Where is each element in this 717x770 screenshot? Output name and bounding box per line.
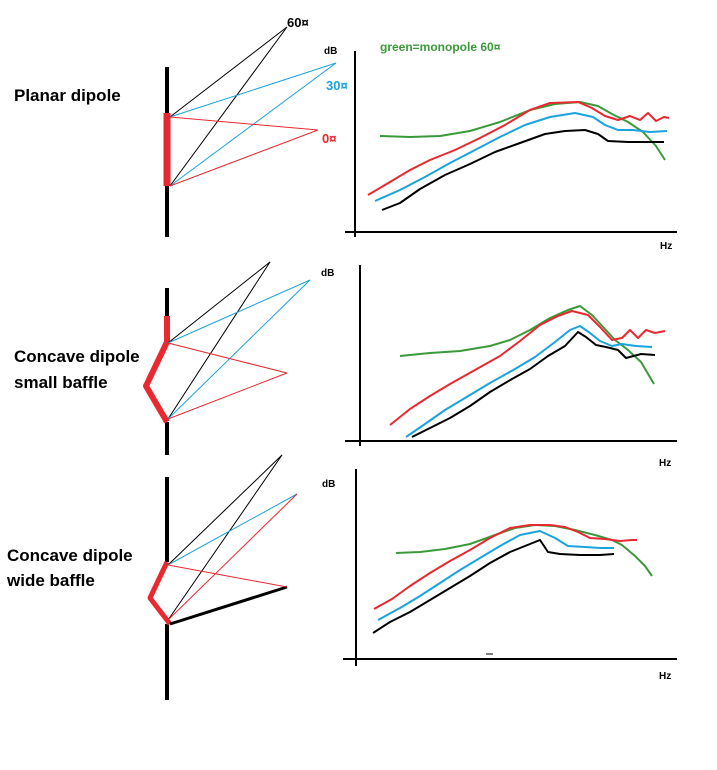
x-axis-label: Hz bbox=[659, 671, 671, 682]
legend: green=monopole 60¤ bbox=[380, 40, 501, 54]
curve-0deg bbox=[389, 310, 666, 426]
wide-baffle-wing bbox=[169, 585, 288, 626]
ray-60-bottom bbox=[169, 26, 288, 187]
ray-0-top bbox=[169, 116, 319, 131]
ray-0-top bbox=[167, 342, 288, 374]
response-curves bbox=[367, 101, 670, 211]
radiation-lines bbox=[169, 26, 337, 187]
x-axis-label: Hz bbox=[659, 458, 671, 469]
ray-0-top bbox=[167, 564, 288, 588]
y-axis-label: dB bbox=[321, 268, 334, 279]
curve-30deg bbox=[374, 112, 668, 202]
radiation-lines bbox=[167, 454, 298, 621]
row-concave-small-baffle: Concave dipole small baffle dB Hz bbox=[14, 261, 677, 469]
curve-30deg bbox=[405, 325, 653, 438]
row-title-line-2: small baffle bbox=[14, 373, 108, 392]
ray-0-bottom bbox=[169, 129, 319, 187]
response-curves bbox=[372, 524, 653, 634]
curve-monopole-60 bbox=[395, 524, 653, 577]
ray-30-top bbox=[169, 62, 337, 118]
row-title-line-2: wide baffle bbox=[6, 571, 95, 590]
curve-0deg bbox=[367, 101, 670, 196]
ray-60-top bbox=[167, 261, 271, 344]
y-axis-label: dB bbox=[324, 46, 337, 57]
ray-30-bottom bbox=[167, 493, 298, 621]
ray-60-top bbox=[167, 454, 283, 566]
ray-30-top bbox=[167, 493, 298, 566]
row-concave-wide-baffle: Concave dipole wide baffle dB Hz bbox=[6, 454, 677, 700]
ray-30-top bbox=[167, 279, 311, 344]
angle-30-label: 30¤ bbox=[326, 78, 348, 93]
curve-0deg bbox=[373, 524, 637, 610]
concave-driver bbox=[143, 316, 170, 424]
curve-30deg bbox=[377, 530, 614, 621]
curve-monopole-60 bbox=[399, 305, 655, 385]
curve-60deg bbox=[411, 331, 656, 438]
y-axis-label: dB bbox=[322, 479, 335, 490]
row-title: Planar dipole bbox=[14, 86, 121, 105]
ray-60-bottom bbox=[167, 261, 271, 420]
curve-60deg bbox=[381, 129, 664, 211]
ray-60-top bbox=[169, 26, 288, 118]
ray-30-bottom bbox=[167, 279, 311, 420]
x-axis-label: Hz bbox=[660, 241, 672, 252]
row-planar-dipole: Planar dipole 60¤ 30¤ 0¤ dB Hz green=mon… bbox=[14, 15, 677, 252]
row-title-line-1: Concave dipole bbox=[7, 546, 133, 565]
ray-60-bottom bbox=[167, 454, 283, 621]
row-title-line-1: Concave dipole bbox=[14, 347, 140, 366]
curve-60deg bbox=[372, 539, 615, 634]
angle-60-label: 60¤ bbox=[287, 15, 309, 30]
concave-driver bbox=[147, 560, 172, 626]
ray-0-bottom bbox=[167, 372, 288, 420]
radiation-lines bbox=[167, 261, 311, 420]
angle-0-label: 0¤ bbox=[322, 131, 336, 146]
response-curves bbox=[389, 305, 666, 438]
